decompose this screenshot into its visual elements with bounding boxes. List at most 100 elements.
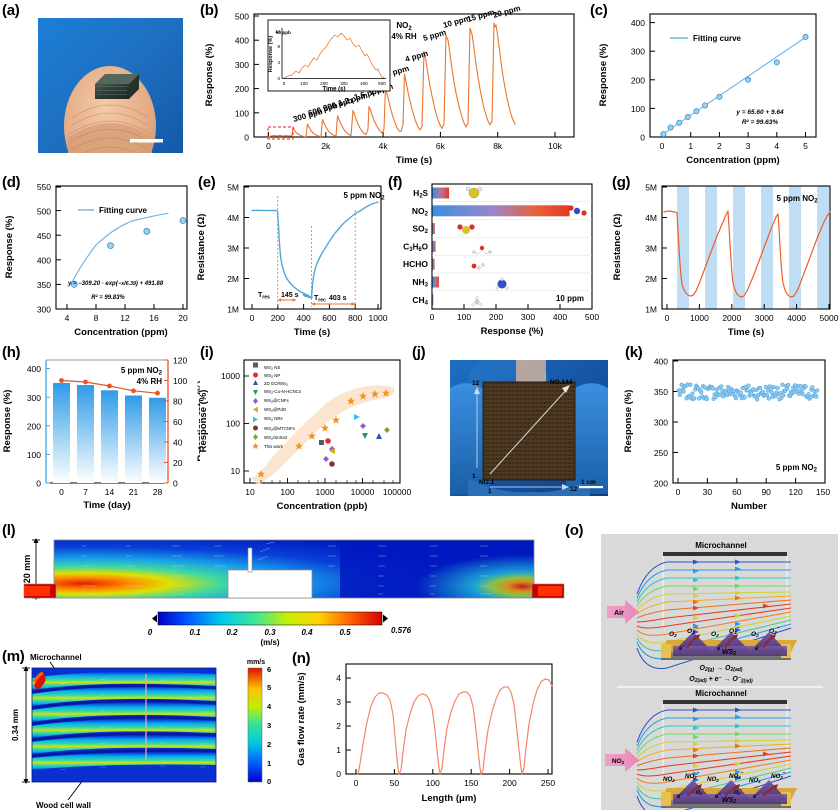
svg-text:1000: 1000 (369, 313, 388, 323)
svg-text:O2−: O2− (734, 788, 743, 796)
pt-ws2-co-n-hcncs (362, 433, 368, 439)
svg-text:5 ppm: 5 ppm (422, 28, 447, 43)
panel-k-ylabel: Response (%) (623, 390, 634, 453)
svg-text:1M: 1M (645, 305, 657, 315)
svg-text:200: 200 (654, 479, 668, 489)
svg-text:150: 150 (816, 487, 830, 497)
panel-h: (h) 0 100 200 300 400 (0, 344, 200, 524)
svg-text:60: 60 (732, 487, 742, 497)
panel-f-label: (f) (388, 174, 403, 191)
svg-text:350: 350 (654, 387, 668, 397)
panel-o: (o) Microchannel (563, 522, 840, 812)
panel-d-r2: R² = 99.83% (91, 294, 125, 301)
panel-m-annot-wall: Wood cell wall (36, 801, 91, 810)
pt-ws2-pdo (329, 448, 335, 454)
svg-text:120: 120 (173, 356, 187, 366)
svg-text:C3H6O: C3H6O (403, 241, 428, 253)
panel-j-no-first: NO.1 (479, 479, 495, 486)
svg-text:450: 450 (37, 231, 51, 241)
svg-text:8: 8 (277, 44, 280, 49)
panel-j-label: (j) (412, 344, 426, 361)
svg-text:30: 30 (703, 487, 713, 497)
svg-text:2M: 2M (227, 274, 239, 284)
svg-text:200: 200 (489, 312, 503, 322)
svg-text:80: 80 (173, 397, 183, 407)
svg-text:500: 500 (37, 207, 51, 217)
bar-day-7 (77, 385, 94, 483)
svg-text:WS2/SnSe2: WS2/SnSe2 (264, 435, 288, 441)
svg-text:0: 0 (36, 479, 41, 489)
svg-text:3000: 3000 (755, 313, 774, 323)
svg-text:400: 400 (297, 313, 311, 323)
panel-h-annot-2: 4% RH (137, 377, 163, 386)
panel-c-chart: 0 100 200 300 400 0 1 2 3 4 5 Concentration (pp… (598, 13, 817, 166)
svg-text:100: 100 (27, 450, 41, 460)
svg-text:4: 4 (336, 673, 341, 683)
svg-text:4 ppm: 4 ppm (404, 49, 429, 64)
panel-j-no-last: NO.144 (550, 379, 573, 386)
bar-c3h6o (432, 240, 436, 252)
svg-text:14: 14 (105, 487, 115, 497)
svg-text:7: 7 (83, 487, 88, 497)
panel-i: (i) 10 100 1000 10000 100000 (196, 344, 411, 524)
panel-d-label: (d) (2, 174, 21, 191)
svg-text:NOx: NOx (749, 777, 761, 784)
pt-ws2-snse2 (384, 427, 390, 433)
svg-text:200: 200 (320, 81, 328, 86)
svg-text:300: 300 (37, 305, 51, 315)
bar-ch4 (432, 294, 434, 306)
panel-j-row-bottom: 1 (472, 473, 476, 480)
panel-h-annot-1: 5 ppm NO2 (121, 366, 163, 377)
pt-ws2-nrs (354, 414, 360, 420)
panel-e-ylabel: Resistance (Ω) (196, 214, 207, 281)
panel-g-chart: 1M 2M 3M 4M 5M 0 1000 2000 3000 4000 5000 Time … (612, 183, 839, 339)
svg-text:5M: 5M (645, 183, 657, 193)
svg-text:Fitting curve: Fitting curve (99, 206, 148, 215)
panel-h-label: (h) (2, 344, 21, 361)
svg-text:WS2@MTCNFs: WS2@MTCNFs (264, 426, 296, 432)
svg-text:0: 0 (266, 141, 271, 151)
svg-text:120: 120 (789, 487, 803, 497)
svg-text:4: 4 (267, 702, 272, 711)
svg-text:0: 0 (250, 313, 255, 323)
panel-f-annotation: 10 ppm (556, 294, 584, 303)
svg-text:4: 4 (277, 60, 280, 65)
panel-m-dimension: 0.34 mm (11, 709, 20, 741)
panel-a-label: (a) (2, 2, 20, 19)
panel-b-xlabel: Time (s) (396, 155, 432, 166)
svg-text:400: 400 (235, 36, 249, 46)
svg-text:0.5: 0.5 (339, 628, 351, 637)
svg-text:15 ppm: 15 ppm (466, 8, 495, 24)
svg-text:2k: 2k (321, 141, 331, 151)
svg-text:0: 0 (283, 81, 286, 86)
svg-text:5M: 5M (227, 183, 239, 193)
svg-text:5000: 5000 (820, 313, 839, 323)
svg-text:WS2 NP: WS2 NP (264, 373, 280, 379)
panel-c-equation: y = 65.60 + 9.64 (735, 109, 784, 116)
svg-text:20: 20 (178, 313, 188, 323)
panel-i-label: (i) (200, 344, 214, 361)
panel-j-row-top: 12 (472, 380, 480, 387)
svg-text:300: 300 (340, 81, 348, 86)
panel-b-ylabel: Response (%) (204, 44, 215, 107)
svg-text:e−: e− (679, 644, 685, 652)
pt-ws2-np (325, 438, 331, 444)
pt-2d-go-ws2 (376, 433, 382, 439)
panel-c-ylabel: Response (%) (598, 44, 609, 107)
svg-text:0: 0 (430, 312, 435, 322)
svg-text:This work: This work (264, 444, 284, 449)
svg-text:400: 400 (654, 357, 668, 367)
svg-text:2: 2 (267, 740, 271, 749)
exposure-bands (677, 186, 829, 309)
svg-text:e−: e− (677, 792, 683, 800)
panel-o-label: (o) (565, 522, 584, 539)
panel-o-bot-inlet: NO2 (605, 748, 639, 772)
panel-l: (l) (0, 522, 570, 652)
panel-k: (k) 200 250 300 350 400 0 30 60 90 120 150 Numb… (621, 344, 840, 524)
svg-text:100: 100 (300, 81, 308, 86)
svg-text:0.1: 0.1 (189, 628, 201, 637)
svg-text:100: 100 (226, 419, 240, 429)
svg-text:6: 6 (267, 665, 271, 674)
svg-text:0: 0 (59, 487, 64, 497)
svg-text:40: 40 (173, 438, 183, 448)
